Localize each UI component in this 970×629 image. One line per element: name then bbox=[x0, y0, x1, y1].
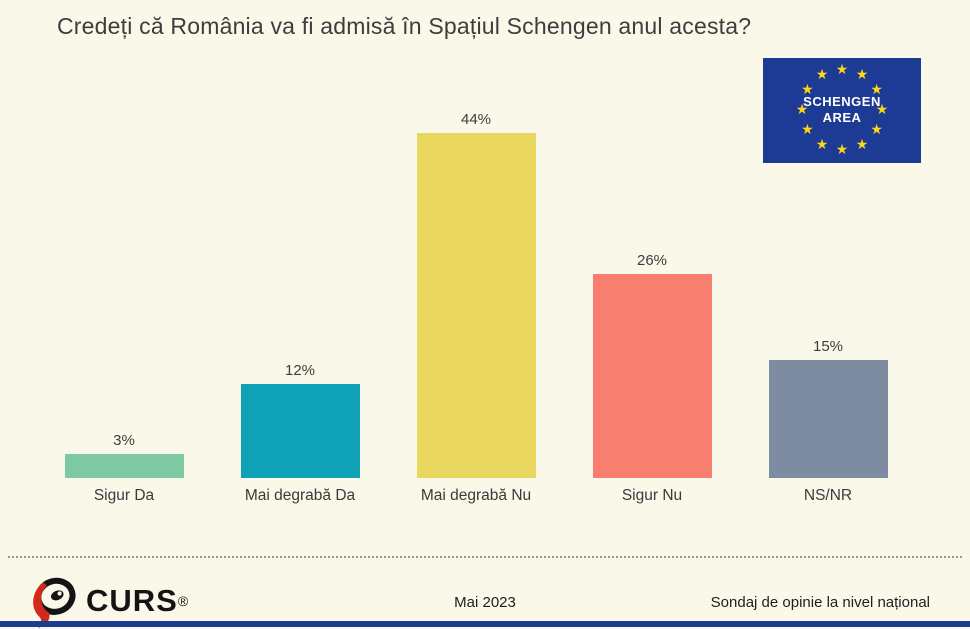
eu-star-icon: ★ bbox=[801, 81, 814, 97]
bar-value-label-ns-nr: 15% bbox=[812, 338, 844, 355]
bar-group-ns-nr: 15% bbox=[740, 338, 916, 478]
schengen-flag-label: SCHENGEN AREA bbox=[763, 94, 921, 126]
chart-title: Credeți că România va fi admisă în Spați… bbox=[57, 13, 752, 39]
bar-value-label-sigur-nu: 26% bbox=[636, 252, 668, 269]
eu-star-icon: ★ bbox=[835, 61, 849, 77]
schengen-flag-line1: SCHENGEN bbox=[803, 94, 881, 109]
eu-star-icon: ★ bbox=[870, 121, 883, 137]
bar-group-mai-degrab-da: 12% bbox=[212, 362, 388, 478]
bar-mai-degrab-nu bbox=[416, 133, 536, 478]
registered-mark: ® bbox=[177, 593, 189, 609]
schengen-flag-line2: AREA bbox=[822, 110, 862, 125]
category-label-mai-degrab-da: Mai degrabă Da bbox=[244, 487, 356, 504]
eu-star-icon: ★ bbox=[855, 66, 869, 83]
curs-logo-text: CURS bbox=[86, 583, 178, 618]
eu-star-icon: ★ bbox=[855, 135, 869, 152]
bar-ns-nr bbox=[768, 360, 888, 478]
category-label-mai-degrab-nu: Mai degrabă Nu bbox=[420, 487, 532, 504]
bar-group-sigur-nu: 26% bbox=[564, 252, 740, 478]
bottom-accent-bar bbox=[0, 621, 970, 627]
bar-sigur-da bbox=[64, 454, 184, 478]
bar-group-sigur-da: 3% bbox=[36, 432, 212, 478]
category-labels: Sigur Da Mai degrabă Da Mai degrabă Nu Sigu… bbox=[36, 487, 916, 505]
category-label-sigur-nu: Sigur Nu bbox=[621, 487, 683, 504]
category-label-ns-nr: NS/NR bbox=[803, 487, 853, 504]
category-label-sigur-da: Sigur Da bbox=[93, 487, 155, 504]
bar-value-label-sigur-da: 3% bbox=[113, 432, 135, 449]
bar-sigur-nu bbox=[592, 274, 712, 478]
survey-note: Sondaj de opinie la nivel național bbox=[710, 594, 930, 611]
footer-separator bbox=[8, 556, 962, 558]
eu-star-icon: ★ bbox=[795, 101, 809, 117]
bar-value-label-mai-degrab-nu: 44% bbox=[460, 111, 492, 128]
eu-star-icon: ★ bbox=[801, 121, 814, 137]
eu-star-icon: ★ bbox=[815, 135, 829, 152]
curs-swirl-icon bbox=[33, 577, 76, 629]
eu-star-icon: ★ bbox=[875, 101, 889, 117]
bar-value-label-mai-degrab-da: 12% bbox=[284, 362, 316, 379]
eu-star-icon: ★ bbox=[835, 141, 849, 157]
bar-group-mai-degrab-nu: 44% bbox=[388, 111, 564, 478]
eu-star-icon: ★ bbox=[815, 66, 829, 83]
survey-date: Mai 2023 bbox=[454, 594, 516, 611]
eu-star-icon: ★ bbox=[870, 81, 883, 97]
bar-mai-degrab-da bbox=[240, 384, 360, 478]
schengen-flag: SCHENGEN AREA ★ ★ ★ ★ ★ ★ ★ ★ ★ ★ ★ ★ bbox=[763, 58, 921, 163]
curs-logo: CURS ® bbox=[28, 576, 189, 629]
bar-chart: 3% 12% 44% 26% 15% bbox=[36, 95, 916, 478]
